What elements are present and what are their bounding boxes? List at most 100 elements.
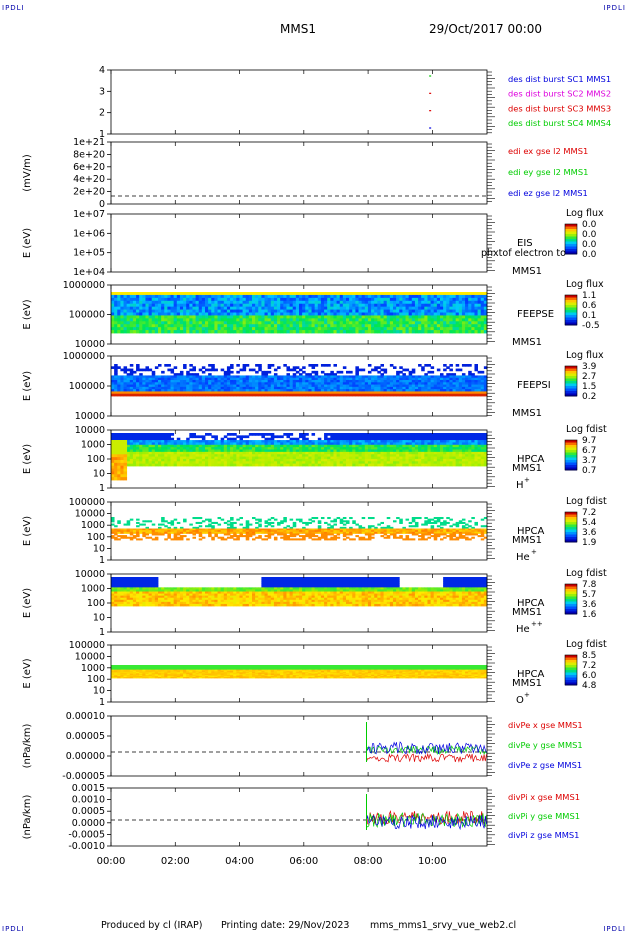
legend-entry: des dist burst SC2 MMS2 [508,89,611,99]
instrument-label: FEEPSE [517,309,554,320]
y-tick-label: 10000 [75,425,105,436]
colorbar-title: Log fdist [566,568,607,579]
legend-entry: divPi x gse MMS1 [508,792,580,802]
colorbar-tick-label: 7.2 [582,508,596,518]
spacecraft-label: MMS1 [512,463,542,474]
y-axis-label: (nPa/km) [22,795,33,840]
y-tick-label: 1000 [81,440,105,451]
x-tick-label: 08:00 [354,856,383,867]
y-tick-label: 1000000 [63,351,105,362]
y-axis-label: E (eV) [22,444,33,474]
legend-entry: des dist burst SC3 MMS3 [508,103,611,113]
colorbar-tick-label: 0.2 [582,392,596,402]
colorbar-tick-label: 0.0 [582,240,597,250]
y-tick-label: 100 [87,674,105,685]
y-tick-label: 8e+20 [73,149,105,160]
colorbar-title: Log fdist [566,424,607,435]
colorbar-tick-label: 0.6 [582,301,597,311]
panel-burst: des dist burst SC1 MMS1 des dist burst SC… [99,65,611,140]
y-axis-label: E (eV) [22,299,33,329]
species-label: H [516,480,524,491]
colorbar-tick-label: 4.8 [582,681,597,691]
colorbar-tick-label: 5.7 [582,590,596,600]
y-tick-label: 10 [93,613,105,624]
y-axis-label: (mV/m) [22,154,33,192]
species-charge: + [531,548,537,556]
series-z [366,741,487,755]
legend-entry: edi ey gse l2 MMS1 [508,167,588,177]
species-label: He [516,552,530,563]
y-axis-label: E (eV) [22,371,33,401]
x-tick-label: 02:00 [161,856,190,867]
y-axis-label: E (eV) [22,658,33,688]
y-tick-label: 4 [99,65,105,76]
y-tick-label: 1e+07 [73,209,105,220]
corner-label-bottom-right: IPDLI [603,925,626,933]
y-tick-label: 0.00000 [66,751,105,762]
series-y [366,744,487,756]
colorbar-tick-label: 5.4 [582,518,597,528]
y-tick-label: 100000 [69,310,105,321]
species-label: He [516,624,530,635]
spacecraft-label: MMS1 [512,408,542,419]
y-tick-label: 1e+05 [73,248,105,259]
y-tick-label: -0.0010 [68,841,105,852]
colorbar-tick-label: 0.0 [582,220,597,230]
y-tick-label: 1e+21 [73,137,105,148]
y-tick-label: 6e+20 [73,162,105,173]
panel-divpi: divPi x gse MMS1 divPi y gse MMS1 divPi z … [22,783,580,852]
colorbar [564,365,578,397]
time-axis: 00:00 02:00 04:00 06:00 08:00 10:00 [97,856,447,867]
y-tick-label: 0.00010 [66,711,105,722]
y-tick-label: 100000 [69,381,105,392]
species-charge: ++ [531,620,543,628]
y-tick-label: 1000 [81,663,105,674]
y-tick-label: 10000 [75,651,105,662]
legend-entry: divPi y gse MMS1 [508,811,580,821]
panel-frame [110,644,488,703]
y-tick-label: 1 [99,129,105,140]
spacecraft-label: MMS1 [512,266,542,277]
y-tick-label: 0 [99,199,105,210]
x-tick-label: 10:00 [418,856,447,867]
y-tick-label: 10000 [75,411,105,422]
y-tick-label: 1000 [81,584,105,595]
legend-entry: des dist burst SC4 MMS4 [508,118,611,128]
corner-label-bottom-left: IPDLI [2,925,25,933]
colorbar [564,583,578,615]
y-axis-label: (nPa/km) [22,724,33,769]
y-axis-label: E (eV) [22,588,33,618]
colorbar-tick-label: 0.7 [582,466,596,476]
colorbar-tick-label: 3.9 [582,362,597,372]
colorbar-title: Log flux [566,279,604,290]
colorbar-tick-label: -0.5 [582,321,600,331]
y-tick-label: 1e+04 [73,267,105,278]
panel-divpe: divPe x gse MMS1 divPe y gse MMS1 divPe z … [22,711,583,782]
legend-entry: divPe x gse MMS1 [508,720,583,730]
x-tick-label: 04:00 [225,856,254,867]
colorbar-tick-label: 1.6 [582,610,597,620]
y-axis-label: E (eV) [22,516,33,546]
legend-entry: divPe z gse MMS1 [508,760,582,770]
colorbar-tick-label: 1.1 [582,291,596,301]
colorbar-tick-label: 6.0 [582,671,597,681]
species-charge: + [524,691,530,699]
colorbar-title: Log flux [566,350,604,361]
colorbar-tick-label: 0.0 [582,230,597,240]
panel-frame [110,69,488,135]
series-x [366,752,487,763]
spacecraft-label: MMS1 [512,535,542,546]
y-tick-label: 10 [93,686,105,697]
legend-entry: edi ez gse l2 MMS1 [508,188,588,198]
y-tick-label: 1 [99,627,105,638]
y-tick-label: 0.0000 [72,818,105,829]
panel-frame [110,213,488,273]
y-tick-label: 10000 [75,339,105,350]
panel-frame [110,501,488,561]
y-tick-label: 0.0005 [72,806,105,817]
